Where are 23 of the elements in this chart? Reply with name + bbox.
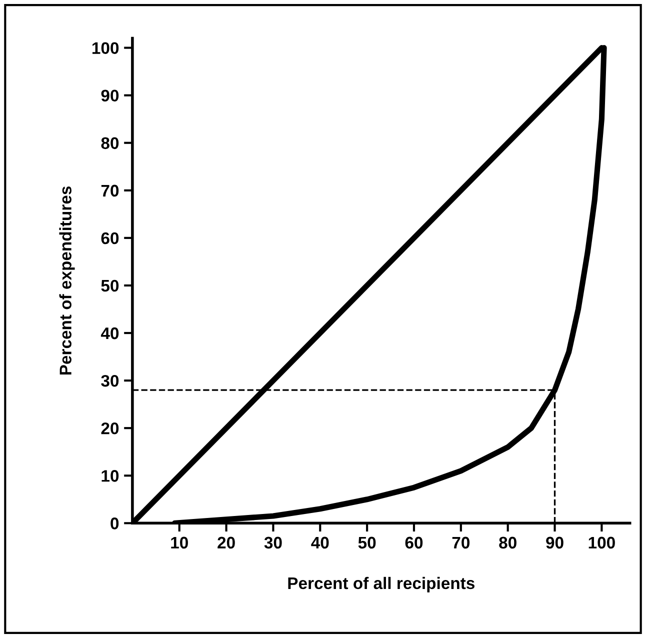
y-tick-label: 60 — [101, 232, 119, 244]
y-tick-label: 0 — [110, 518, 119, 530]
y-tick-label: 70 — [101, 184, 119, 197]
x-tick-label: 30 — [264, 536, 282, 549]
x-tick-label: 50 — [358, 536, 376, 549]
y-tick-label: 40 — [100, 327, 119, 340]
y-tick-label: 30 — [101, 374, 119, 387]
x-tick-label: 10 — [171, 536, 188, 549]
y-tick-label: 20 — [101, 422, 119, 434]
y-tick-label: 80 — [101, 137, 119, 150]
y-tick-label: 10 — [102, 470, 119, 482]
x-tick-label: 60 — [405, 536, 423, 549]
x-tick-label: 20 — [218, 536, 235, 549]
x-axis-title: Percent of all recipients — [288, 576, 474, 592]
y-tick-label: 50 — [101, 280, 119, 292]
y-axis-title: Percent of expenditures — [59, 186, 75, 375]
x-tick-label: 90 — [546, 536, 564, 549]
x-tick-label: 100 — [588, 536, 615, 549]
x-tick-label: 70 — [452, 536, 470, 549]
y-tick-label: 100 — [92, 42, 119, 54]
y-tick-label: 90 — [101, 90, 119, 102]
x-tick-label: 80 — [499, 536, 516, 549]
x-tick-label: 40 — [311, 536, 329, 549]
